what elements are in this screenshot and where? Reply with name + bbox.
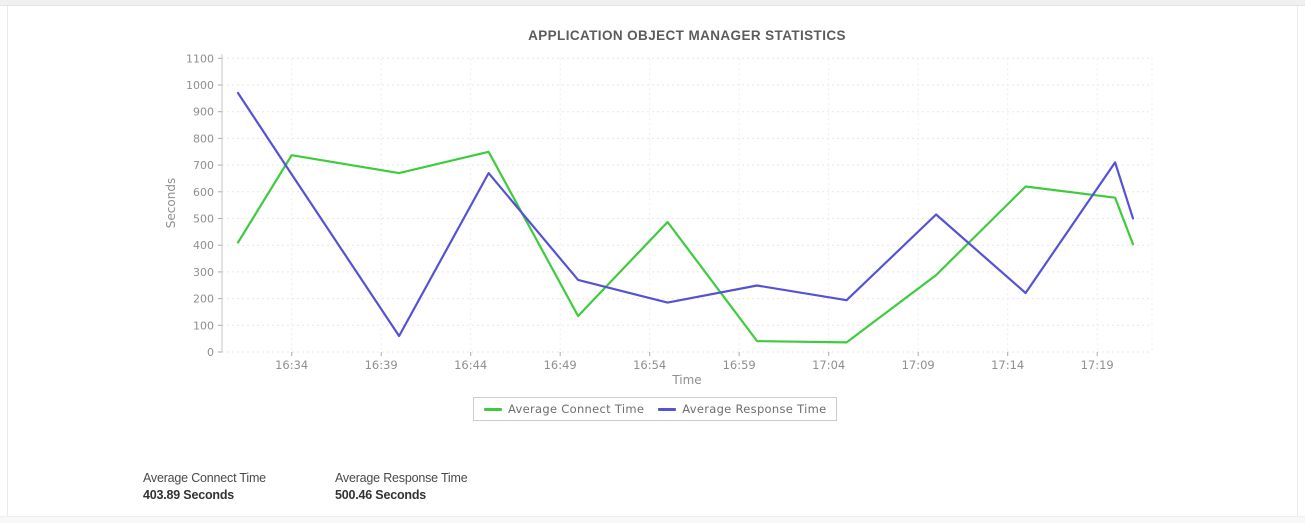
series-line-average-response-time[interactable] (236, 91, 1135, 338)
x-tick-label: 16:44 (454, 358, 487, 372)
y-tick-label: 500 (193, 213, 214, 226)
y-tick-label: 0 (207, 346, 214, 359)
legend-swatch-icon (484, 407, 502, 411)
x-tick-label: 16:59 (723, 358, 756, 372)
x-tick-label: 16:34 (275, 358, 308, 372)
y-tick-label: 1100 (186, 52, 214, 65)
y-tick-label: 300 (193, 266, 214, 279)
summary-stat-response: Average Response Time 500.46 Seconds (335, 471, 468, 502)
y-axis-label: Seconds (164, 177, 178, 229)
y-tick-label: 400 (193, 239, 214, 252)
y-tick-label: 100 (193, 319, 214, 332)
y-tick-label: 600 (193, 186, 214, 199)
legend-swatch-icon (658, 407, 677, 411)
legend-label: Average Connect Time (508, 402, 645, 416)
y-tick-label: 700 (193, 159, 214, 172)
y-tick-label: 200 (193, 293, 214, 306)
y-tick-label: 800 (193, 132, 214, 145)
series-line-average-connect-time[interactable] (236, 150, 1135, 344)
top-border-bar (0, 0, 1305, 6)
chart-title: APPLICATION OBJECT MANAGER STATISTICS (528, 28, 846, 43)
x-axis-label: Time (672, 373, 702, 387)
stat-value-connect: 403.89 Seconds (143, 488, 235, 502)
stat-value-response: 500.46 Seconds (335, 488, 427, 502)
x-tick-label: 16:39 (365, 358, 398, 372)
x-tick-label: 16:54 (633, 358, 666, 372)
x-tick-label: 17:04 (812, 358, 845, 372)
chart-legend: Average Connect Time Average Response Tim… (473, 397, 838, 421)
y-tick-label: 900 (193, 106, 214, 119)
x-tick-label: 17:19 (1081, 358, 1114, 372)
x-tick-label: 17:14 (991, 358, 1024, 372)
summary-stat-connect: Average Connect Time 403.89 Seconds (143, 471, 266, 502)
stat-label-connect: Average Connect Time (143, 471, 266, 485)
x-tick-label: 16:49 (544, 358, 577, 372)
legend-item-average-connect-time[interactable]: Average Connect Time (484, 402, 644, 416)
legend-label: Average Response Time (682, 402, 827, 416)
stat-label-response: Average Response Time (335, 471, 468, 485)
y-tick-label: 1000 (186, 79, 214, 92)
x-tick-label: 17:09 (902, 358, 935, 372)
bottom-border-bar (0, 516, 1305, 523)
legend-item-average-response-time[interactable]: Average Response Time (658, 402, 826, 416)
